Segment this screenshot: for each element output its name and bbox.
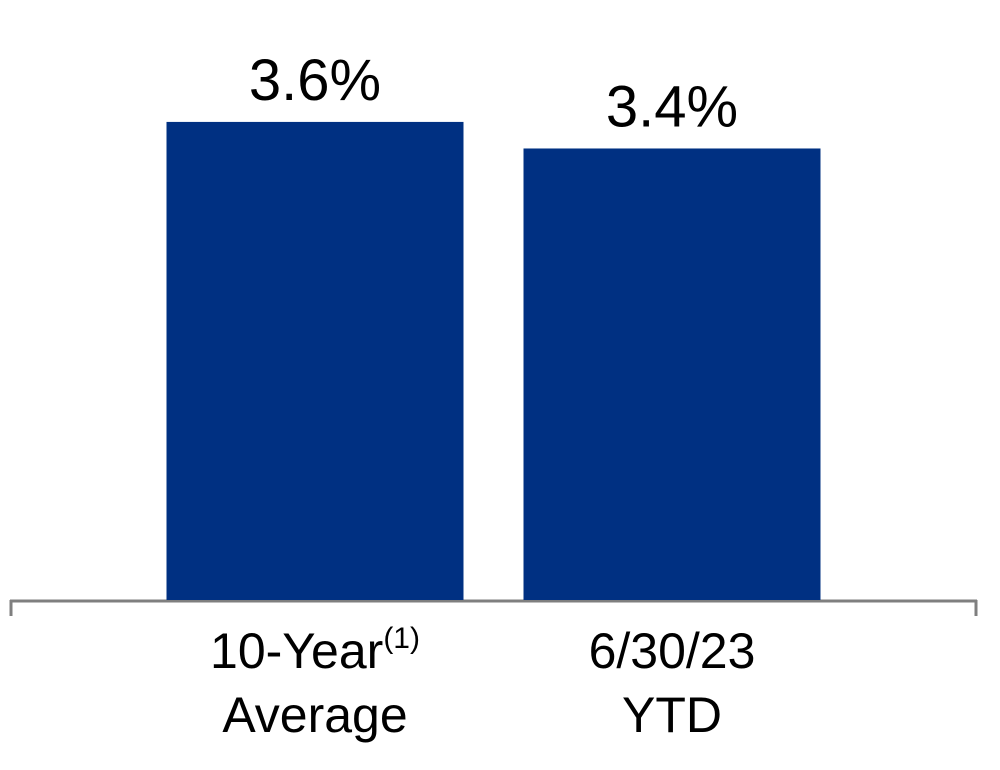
x-tick-label: 10-Year xyxy=(210,623,383,679)
bar xyxy=(166,121,464,601)
category-note: (1) xyxy=(383,622,420,655)
value-label: 3.6% xyxy=(249,48,381,113)
x-tick-label: YTD xyxy=(622,687,722,743)
x-tick-label: 6/30/23 xyxy=(589,623,756,679)
x-tick-label: Average xyxy=(222,687,407,743)
value-label: 3.4% xyxy=(606,74,738,139)
bar xyxy=(523,148,821,601)
